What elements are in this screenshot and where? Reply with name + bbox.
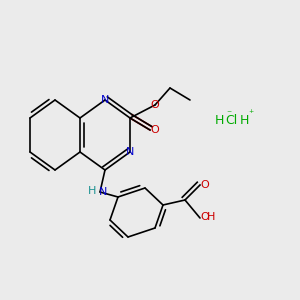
Text: O: O	[200, 180, 209, 190]
Text: O: O	[151, 100, 159, 110]
Text: H: H	[88, 185, 97, 196]
Text: Cl: Cl	[225, 113, 237, 127]
Text: N: N	[99, 187, 107, 197]
Text: O: O	[150, 125, 159, 135]
Text: ⁺: ⁺	[248, 109, 253, 119]
Text: O: O	[200, 212, 209, 221]
Text: H: H	[207, 212, 216, 221]
Text: H: H	[214, 113, 224, 127]
Text: H: H	[240, 113, 249, 127]
Text: ⁻: ⁻	[226, 109, 232, 119]
Text: N: N	[101, 95, 109, 105]
Text: N: N	[126, 147, 134, 157]
